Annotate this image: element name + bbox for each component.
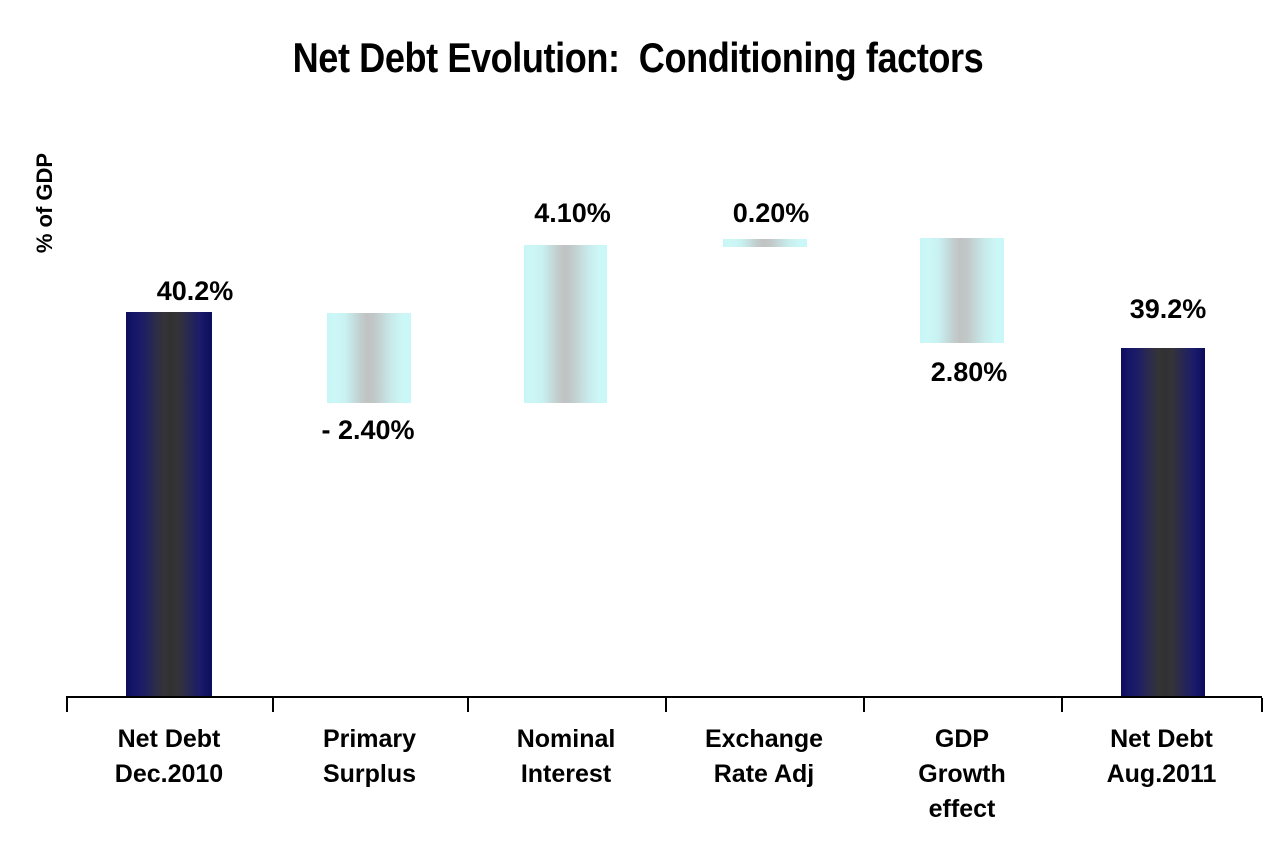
chart-title: Net Debt Evolution: Conditioning factors	[292, 34, 984, 81]
bar-1	[126, 312, 212, 697]
bar-2	[327, 313, 411, 403]
axis-tick-3	[467, 698, 469, 712]
category-label-3: Nominal Interest	[516, 725, 616, 788]
bar-4	[723, 239, 807, 247]
category-label-2: Primary Surplus	[322, 725, 417, 788]
category-label-1: Net Debt Dec.2010	[114, 725, 224, 788]
bar-5	[920, 238, 1004, 343]
bar-3	[524, 245, 607, 403]
value-label-3: 4.10%	[534, 198, 611, 228]
axis-tick-7	[1261, 698, 1263, 712]
axis-tick-1	[66, 698, 68, 712]
value-label-6: 39.2%	[1129, 294, 1207, 324]
axis-tick-5	[863, 698, 865, 712]
value-label-4: 0.20%	[732, 198, 810, 228]
category-label-6: Net Debt Aug.2011	[1106, 725, 1217, 788]
x-axis-line	[66, 696, 1262, 698]
axis-tick-6	[1061, 698, 1063, 712]
y-axis-label: % of GDP	[32, 152, 57, 254]
value-label-2: - 2.40%	[321, 415, 415, 445]
category-label-4: Exchange Rate Adj	[704, 725, 824, 788]
category-label-5: GDP Growth effect	[918, 725, 1006, 823]
bar-6	[1121, 348, 1205, 697]
value-label-5: 2.80%	[930, 357, 1008, 387]
value-label-1: 40.2%	[156, 276, 234, 306]
axis-tick-4	[665, 698, 667, 712]
axis-tick-2	[272, 698, 274, 712]
